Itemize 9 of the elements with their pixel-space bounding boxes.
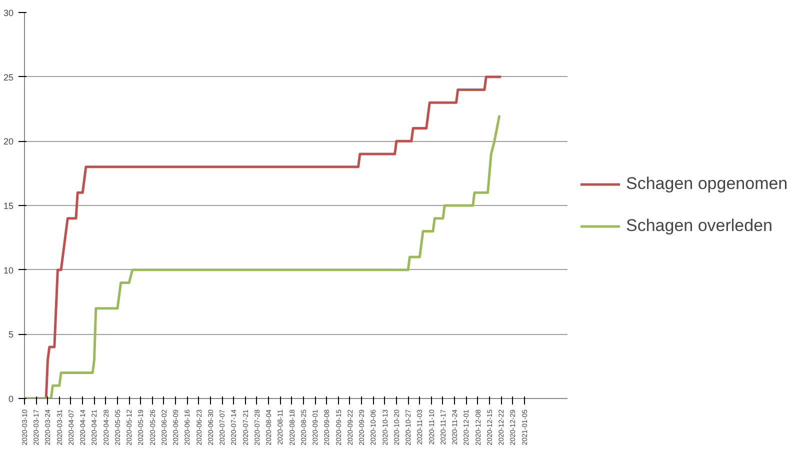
legend-label: Schagen opgenomen — [626, 174, 788, 194]
y-tick-label: 15 — [3, 201, 14, 211]
y-tick-label: 0 — [8, 394, 14, 404]
y-tick-label: 30 — [3, 8, 14, 18]
legend-label: Schagen overleden — [626, 216, 773, 236]
y-tick-label: 25 — [3, 72, 14, 82]
y-tick-label: 20 — [3, 136, 14, 147]
y-tick-label: 5 — [8, 330, 14, 340]
y-tick-label: 10 — [3, 265, 14, 276]
